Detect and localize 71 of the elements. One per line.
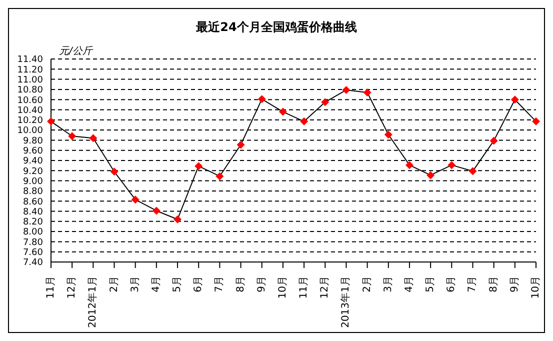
point — [321, 98, 330, 106]
x-tick-label: 3月 — [130, 276, 141, 292]
point — [236, 140, 245, 149]
x-tick-label: 9月 — [256, 276, 268, 292]
x-tick-label: 10月 — [277, 276, 288, 299]
x-tick-label: 4月 — [404, 276, 415, 292]
point — [405, 161, 414, 170]
y-tick-label: 9.20 — [22, 166, 44, 177]
y-tick-label: 9.00 — [22, 176, 44, 187]
point — [510, 96, 519, 104]
x-tick-label: 7月 — [214, 276, 226, 292]
y-tick-label: 10.60 — [17, 96, 44, 106]
x-tick-label: 8月 — [235, 276, 246, 292]
x-tick-label: 6月 — [446, 276, 458, 292]
point — [278, 108, 287, 116]
point — [384, 130, 392, 139]
point — [258, 95, 266, 104]
y-tick-label: 7.80 — [22, 238, 44, 248]
point — [131, 196, 140, 204]
y-tick-label: 10.40 — [17, 106, 44, 116]
point — [468, 167, 477, 176]
x-tick-label: 11月 — [298, 276, 310, 299]
y-tick-label: 9.80 — [22, 136, 44, 146]
y-tick-label: 11.40 — [17, 55, 44, 66]
x-tick-label: 2月 — [362, 276, 373, 292]
point — [194, 162, 203, 170]
x-tick-label: 11月 — [46, 276, 56, 299]
point — [174, 215, 182, 224]
y-tick-label: 8.00 — [22, 228, 44, 238]
x-tick-label: 4月 — [150, 276, 162, 292]
x-tick-label: 10月 — [530, 276, 542, 299]
point — [216, 172, 224, 180]
point — [342, 86, 350, 94]
x-tick-label: 2012年1月 — [86, 276, 99, 328]
y-tick-label: 10.00 — [17, 126, 44, 136]
point — [47, 117, 55, 126]
point — [110, 168, 118, 176]
point — [68, 132, 76, 140]
x-tick-label: 9月 — [509, 276, 520, 292]
y-tick-label: 8.60 — [22, 197, 44, 208]
y-tick-label: 11.00 — [17, 75, 44, 86]
y-tick-label: 7.60 — [22, 248, 44, 258]
point — [300, 117, 308, 126]
y-tick-label: 9.60 — [22, 146, 44, 157]
point — [532, 117, 540, 126]
x-tick-label: 7月 — [467, 276, 478, 292]
y-tick-label: 8.80 — [22, 187, 44, 198]
point — [426, 171, 435, 180]
y-tick-label: 7.40 — [22, 258, 44, 268]
y-tick-label: 11.20 — [17, 65, 44, 76]
x-tick-label: 3月 — [382, 276, 394, 292]
y-tick-label: 8.20 — [22, 218, 44, 228]
y-tick-label: 10.80 — [17, 86, 44, 96]
point — [448, 161, 456, 170]
x-tick-label: 6月 — [193, 276, 204, 292]
point — [89, 134, 98, 142]
y-tick-label: 10.20 — [17, 116, 44, 126]
point — [490, 136, 498, 145]
y-tick-label: 9.40 — [22, 156, 44, 167]
x-tick-label: 8月 — [488, 276, 500, 292]
chart-title: 最近24个月全国鸡蛋价格曲线 — [195, 19, 358, 36]
point — [152, 206, 160, 215]
y-tick-label: 8.40 — [22, 207, 44, 218]
point — [363, 88, 372, 96]
x-tick-label: 5月 — [425, 276, 436, 292]
x-tick-label: 5月 — [172, 276, 184, 292]
x-tick-label: 12月 — [320, 276, 331, 299]
y-axis-title: 元/公斤 — [59, 44, 92, 58]
x-tick-label: 12月 — [66, 276, 78, 299]
x-tick-label: 2013年1月 — [340, 276, 352, 328]
x-tick-label: 2月 — [108, 276, 120, 292]
